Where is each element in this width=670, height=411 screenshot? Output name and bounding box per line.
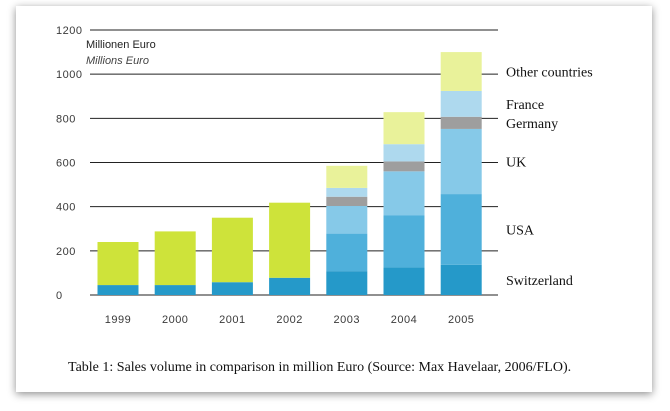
x-tick-label: 2005	[448, 314, 474, 326]
region-label: Switzerland	[506, 274, 573, 289]
x-tick-label: 2000	[162, 314, 188, 326]
bar-segment	[154, 285, 196, 295]
bar-segment	[326, 196, 368, 207]
bar-segment	[269, 202, 311, 278]
bar-segment	[440, 90, 482, 117]
bar-segment	[383, 112, 425, 145]
bar-segment	[383, 215, 425, 268]
y-tick-label: 0	[56, 290, 63, 302]
bar-segment	[326, 271, 368, 295]
y-tick-label: 1000	[56, 69, 82, 81]
bar-segment	[326, 187, 368, 197]
y-unit-label: Millionen Euro	[86, 39, 156, 51]
bar-segment	[154, 231, 196, 286]
region-label: UK	[506, 156, 526, 171]
x-tick-label: 1999	[105, 314, 131, 326]
chart-caption: Table 1: Sales volume in comparison in m…	[68, 360, 572, 375]
chart-frame: 0 200 400 600 800 1000 1200 Millionen Euro Milli…	[16, 6, 652, 392]
y-tick-label: 600	[56, 158, 76, 170]
bar-segment	[440, 116, 482, 129]
bar-segment	[383, 171, 425, 216]
bar-segment	[211, 217, 253, 283]
x-tick-label: 2002	[276, 314, 302, 326]
bar-segment	[440, 194, 482, 265]
y-unit-label-en: Millions Euro	[86, 55, 149, 67]
bar-segment	[269, 277, 311, 295]
bar-segment	[440, 52, 482, 91]
bar-segment	[440, 128, 482, 195]
region-label: Germany	[506, 117, 558, 132]
bar-segment	[326, 233, 368, 272]
bar-segment	[326, 206, 368, 234]
y-tick-label: 1200	[56, 25, 82, 37]
bar-segment	[440, 264, 482, 295]
region-label: USA	[506, 223, 535, 238]
x-tick-label: 2003	[334, 314, 360, 326]
x-tick-label: 2004	[391, 314, 417, 326]
region-label: France	[506, 98, 544, 113]
y-tick-label: 800	[56, 113, 76, 125]
region-label: Other countries	[506, 66, 593, 81]
y-tick-label: 400	[56, 202, 76, 214]
chart-canvas: 0 200 400 600 800 1000 1200 Millionen Euro Milli…	[56, 25, 593, 326]
bar-segment	[383, 144, 425, 162]
bar-segment	[211, 282, 253, 295]
x-tick-label: 2001	[219, 314, 245, 326]
bar-segment	[326, 165, 368, 188]
bar-segment	[97, 285, 139, 295]
bar-segment	[383, 267, 425, 295]
bar-segment	[383, 161, 425, 172]
bar-segment	[97, 242, 139, 286]
y-tick-label: 200	[56, 246, 76, 258]
